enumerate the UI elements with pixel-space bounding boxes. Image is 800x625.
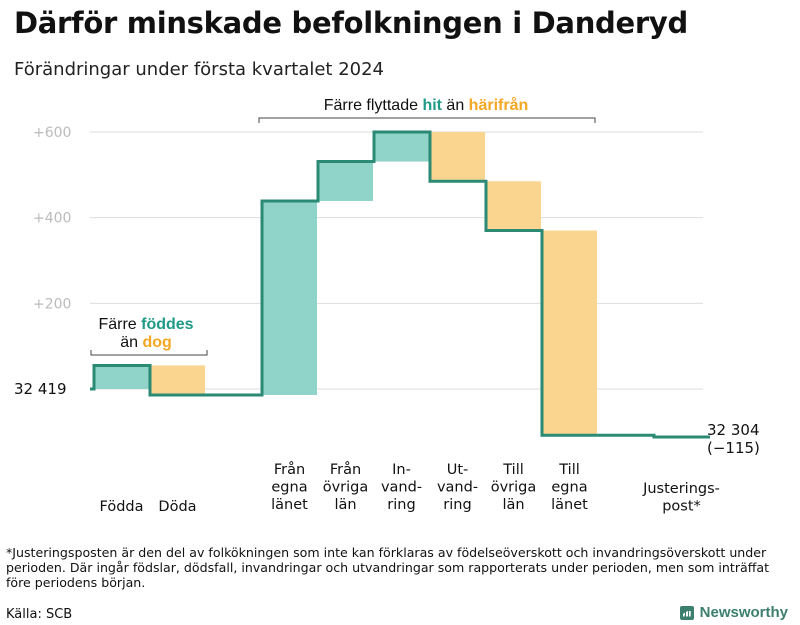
start-value-label: 32 419 [14, 380, 67, 398]
bar-till-egna-länet [542, 230, 597, 436]
category-label: län [334, 497, 356, 513]
category-label: län [502, 497, 524, 513]
annotation-births-line2: än dog [120, 334, 172, 351]
bars [94, 132, 597, 436]
category-label: In- [392, 462, 411, 478]
category-label: Födda [100, 499, 144, 515]
annotation-births-line1: Färre föddes [98, 316, 193, 333]
category-label: post* [662, 499, 701, 515]
newsworthy-logo-icon [679, 605, 694, 620]
bar-från-övriga-län [318, 161, 373, 201]
annotation-moves: Färre flyttade hit än härifrån [324, 96, 529, 114]
bar-födda [94, 365, 149, 389]
category-labels: Födda DödaFrånegnalänetFrånövrigalänIn-va… [100, 461, 720, 515]
brand-name: Newsworthy [699, 604, 788, 621]
end-change-label: (−115) [707, 439, 760, 457]
bar-invandring [374, 132, 429, 162]
category-label: Till [502, 462, 524, 478]
bar-utvandring [430, 132, 485, 182]
category-label: övriga [323, 480, 369, 496]
footnote: *Justeringsposten är den del av folkökni… [6, 545, 770, 590]
category-label: vand- [381, 480, 422, 496]
category-label: Döda [158, 499, 196, 515]
bar-från-egna-länet [262, 200, 317, 395]
category-label: vand- [437, 480, 478, 496]
category-label: ring [387, 497, 415, 513]
category-label: Från [274, 461, 305, 478]
annotation-births-bracket [90, 350, 208, 356]
end-value-label: 32 304 [707, 421, 760, 439]
category-label: Justerings- [642, 481, 720, 497]
source-label: Källa: SCB [6, 607, 73, 622]
y-tick-label: +200 [33, 296, 71, 312]
category-label: länet [271, 497, 308, 513]
category-label: övriga [491, 480, 537, 496]
category-label: egna [271, 480, 307, 496]
chart-subtitle: Förändringar under första kvartalet 2024 [14, 59, 385, 80]
category-label: ring [443, 497, 471, 513]
step-line [90, 130, 710, 439]
y-tick-label: +600 [33, 125, 71, 141]
category-label: egna [551, 480, 587, 496]
category-label: länet [551, 497, 588, 513]
category-label: Ut- [447, 462, 469, 478]
category-label: Från [330, 461, 361, 478]
bar-till-övriga-län [486, 181, 541, 231]
bar-döda [150, 365, 205, 395]
chart-title: Därför minskade befolkningen i Danderyd [14, 6, 688, 40]
annotation-moves-bracket [258, 117, 596, 123]
y-tick-label: +400 [33, 211, 71, 227]
brand-logo[interactable]: Newsworthy [679, 604, 788, 621]
category-label: Till [558, 462, 580, 478]
